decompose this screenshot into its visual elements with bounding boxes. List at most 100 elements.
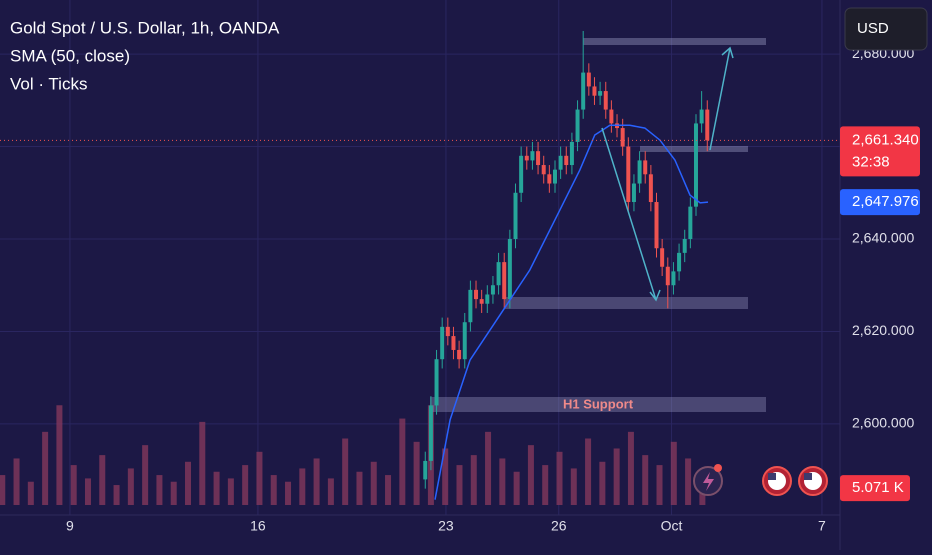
candle-body bbox=[620, 128, 625, 147]
candle-body bbox=[603, 91, 608, 110]
zone-label: H1 Support bbox=[563, 396, 634, 411]
us-flag-canton bbox=[804, 473, 812, 480]
volume-bar bbox=[227, 478, 234, 505]
y-tick-label: 2,620.000 bbox=[852, 322, 914, 338]
candle-body bbox=[626, 146, 631, 203]
volume-bar bbox=[556, 451, 563, 505]
volume-bar bbox=[470, 455, 477, 505]
sma-label-bg bbox=[840, 189, 920, 216]
candle-body bbox=[507, 239, 512, 300]
resistance-zone bbox=[583, 38, 766, 45]
sma-line bbox=[434, 124, 709, 500]
y-tick-label: 2,600.000 bbox=[852, 415, 914, 431]
volume-bar bbox=[42, 431, 49, 505]
button-bg[interactable] bbox=[844, 7, 928, 51]
candle-body bbox=[541, 165, 546, 175]
volume-bar bbox=[327, 478, 334, 505]
x-tick-label: 16 bbox=[250, 518, 266, 534]
countdown-label: 32:38 bbox=[852, 153, 890, 170]
volume-bar bbox=[13, 458, 20, 505]
us-flag-canton bbox=[768, 473, 776, 480]
candle-body bbox=[423, 460, 428, 480]
x-tick-label: 26 bbox=[551, 518, 567, 534]
candle-body bbox=[428, 405, 433, 461]
arrow-down bbox=[601, 127, 661, 302]
candle-body bbox=[468, 289, 473, 323]
event-icons bbox=[693, 464, 828, 496]
indicator-sma: SMA (50, close) bbox=[10, 46, 130, 65]
volume-bar bbox=[699, 488, 706, 505]
volume-bar bbox=[299, 468, 306, 505]
candle-body bbox=[671, 271, 676, 286]
volume-label-bg bbox=[840, 475, 910, 502]
candle-body bbox=[581, 72, 586, 110]
volume-bar bbox=[685, 458, 692, 505]
candle-body bbox=[513, 192, 518, 240]
candle-body bbox=[693, 123, 698, 207]
volume-bar bbox=[56, 405, 63, 505]
volume-bar bbox=[170, 481, 177, 505]
volume-bar bbox=[213, 471, 220, 505]
arrow-up bbox=[709, 46, 734, 151]
y-tick-label: 2,640.000 bbox=[852, 230, 914, 246]
candle-body bbox=[462, 322, 467, 360]
symbol-title: Gold Spot / U.S. Dollar, 1h, OANDA bbox=[10, 18, 280, 37]
x-tick-label: Oct bbox=[661, 518, 683, 534]
volume-bar bbox=[199, 421, 206, 505]
volume-bar bbox=[527, 445, 534, 505]
volume-bar bbox=[442, 448, 449, 505]
volume-bar bbox=[513, 471, 520, 505]
volume-bar bbox=[142, 445, 149, 505]
volume-bar bbox=[656, 465, 663, 505]
volume-bar bbox=[185, 461, 192, 505]
plot bbox=[0, 30, 840, 500]
volume-bar bbox=[585, 438, 592, 505]
candle-body bbox=[699, 109, 704, 124]
candle-body bbox=[451, 336, 456, 350]
header: Gold Spot / U.S. Dollar, 1h, OANDA SMA (… bbox=[10, 18, 280, 93]
candle-body bbox=[688, 206, 693, 240]
volume-bar bbox=[27, 481, 34, 505]
candle-body bbox=[637, 160, 642, 184]
volume-bar bbox=[0, 475, 6, 505]
candle-body bbox=[682, 239, 687, 253]
volume-bar bbox=[70, 465, 77, 505]
grid bbox=[0, 0, 840, 515]
event-icon-glyph bbox=[703, 472, 714, 491]
candle-body bbox=[609, 109, 614, 124]
volume-bar bbox=[84, 478, 91, 505]
candle-body bbox=[445, 326, 450, 337]
volume-bar bbox=[313, 458, 320, 505]
volume-bar bbox=[242, 465, 249, 505]
candle-body bbox=[564, 155, 569, 166]
h1-support-zone bbox=[430, 397, 766, 412]
candle-body bbox=[502, 262, 507, 300]
candle-body bbox=[536, 151, 541, 166]
candle-body bbox=[474, 289, 479, 300]
candle-body bbox=[660, 248, 665, 267]
candle-body bbox=[496, 262, 501, 286]
volume-bar bbox=[499, 458, 506, 505]
candle-body bbox=[552, 169, 557, 184]
candle-body bbox=[643, 160, 648, 175]
candle-body bbox=[524, 155, 529, 161]
candle-body bbox=[490, 285, 495, 295]
candle-body bbox=[479, 299, 484, 304]
currency-button[interactable]: USD bbox=[844, 7, 928, 51]
volume-bar bbox=[456, 465, 463, 505]
volume-bar bbox=[256, 451, 263, 505]
x-tick-label: 7 bbox=[818, 518, 826, 534]
button-label[interactable]: USD bbox=[857, 20, 889, 37]
candle-body bbox=[598, 91, 603, 96]
sma-label: 2,647.976 bbox=[852, 193, 919, 210]
candle-body bbox=[558, 155, 563, 170]
volume-bar bbox=[613, 448, 620, 505]
candle-body bbox=[519, 155, 524, 193]
candle-body bbox=[586, 72, 591, 87]
candle-body bbox=[705, 109, 710, 141]
volume-bar bbox=[627, 431, 634, 505]
volume-bar bbox=[342, 438, 349, 505]
candle-body bbox=[677, 252, 682, 272]
